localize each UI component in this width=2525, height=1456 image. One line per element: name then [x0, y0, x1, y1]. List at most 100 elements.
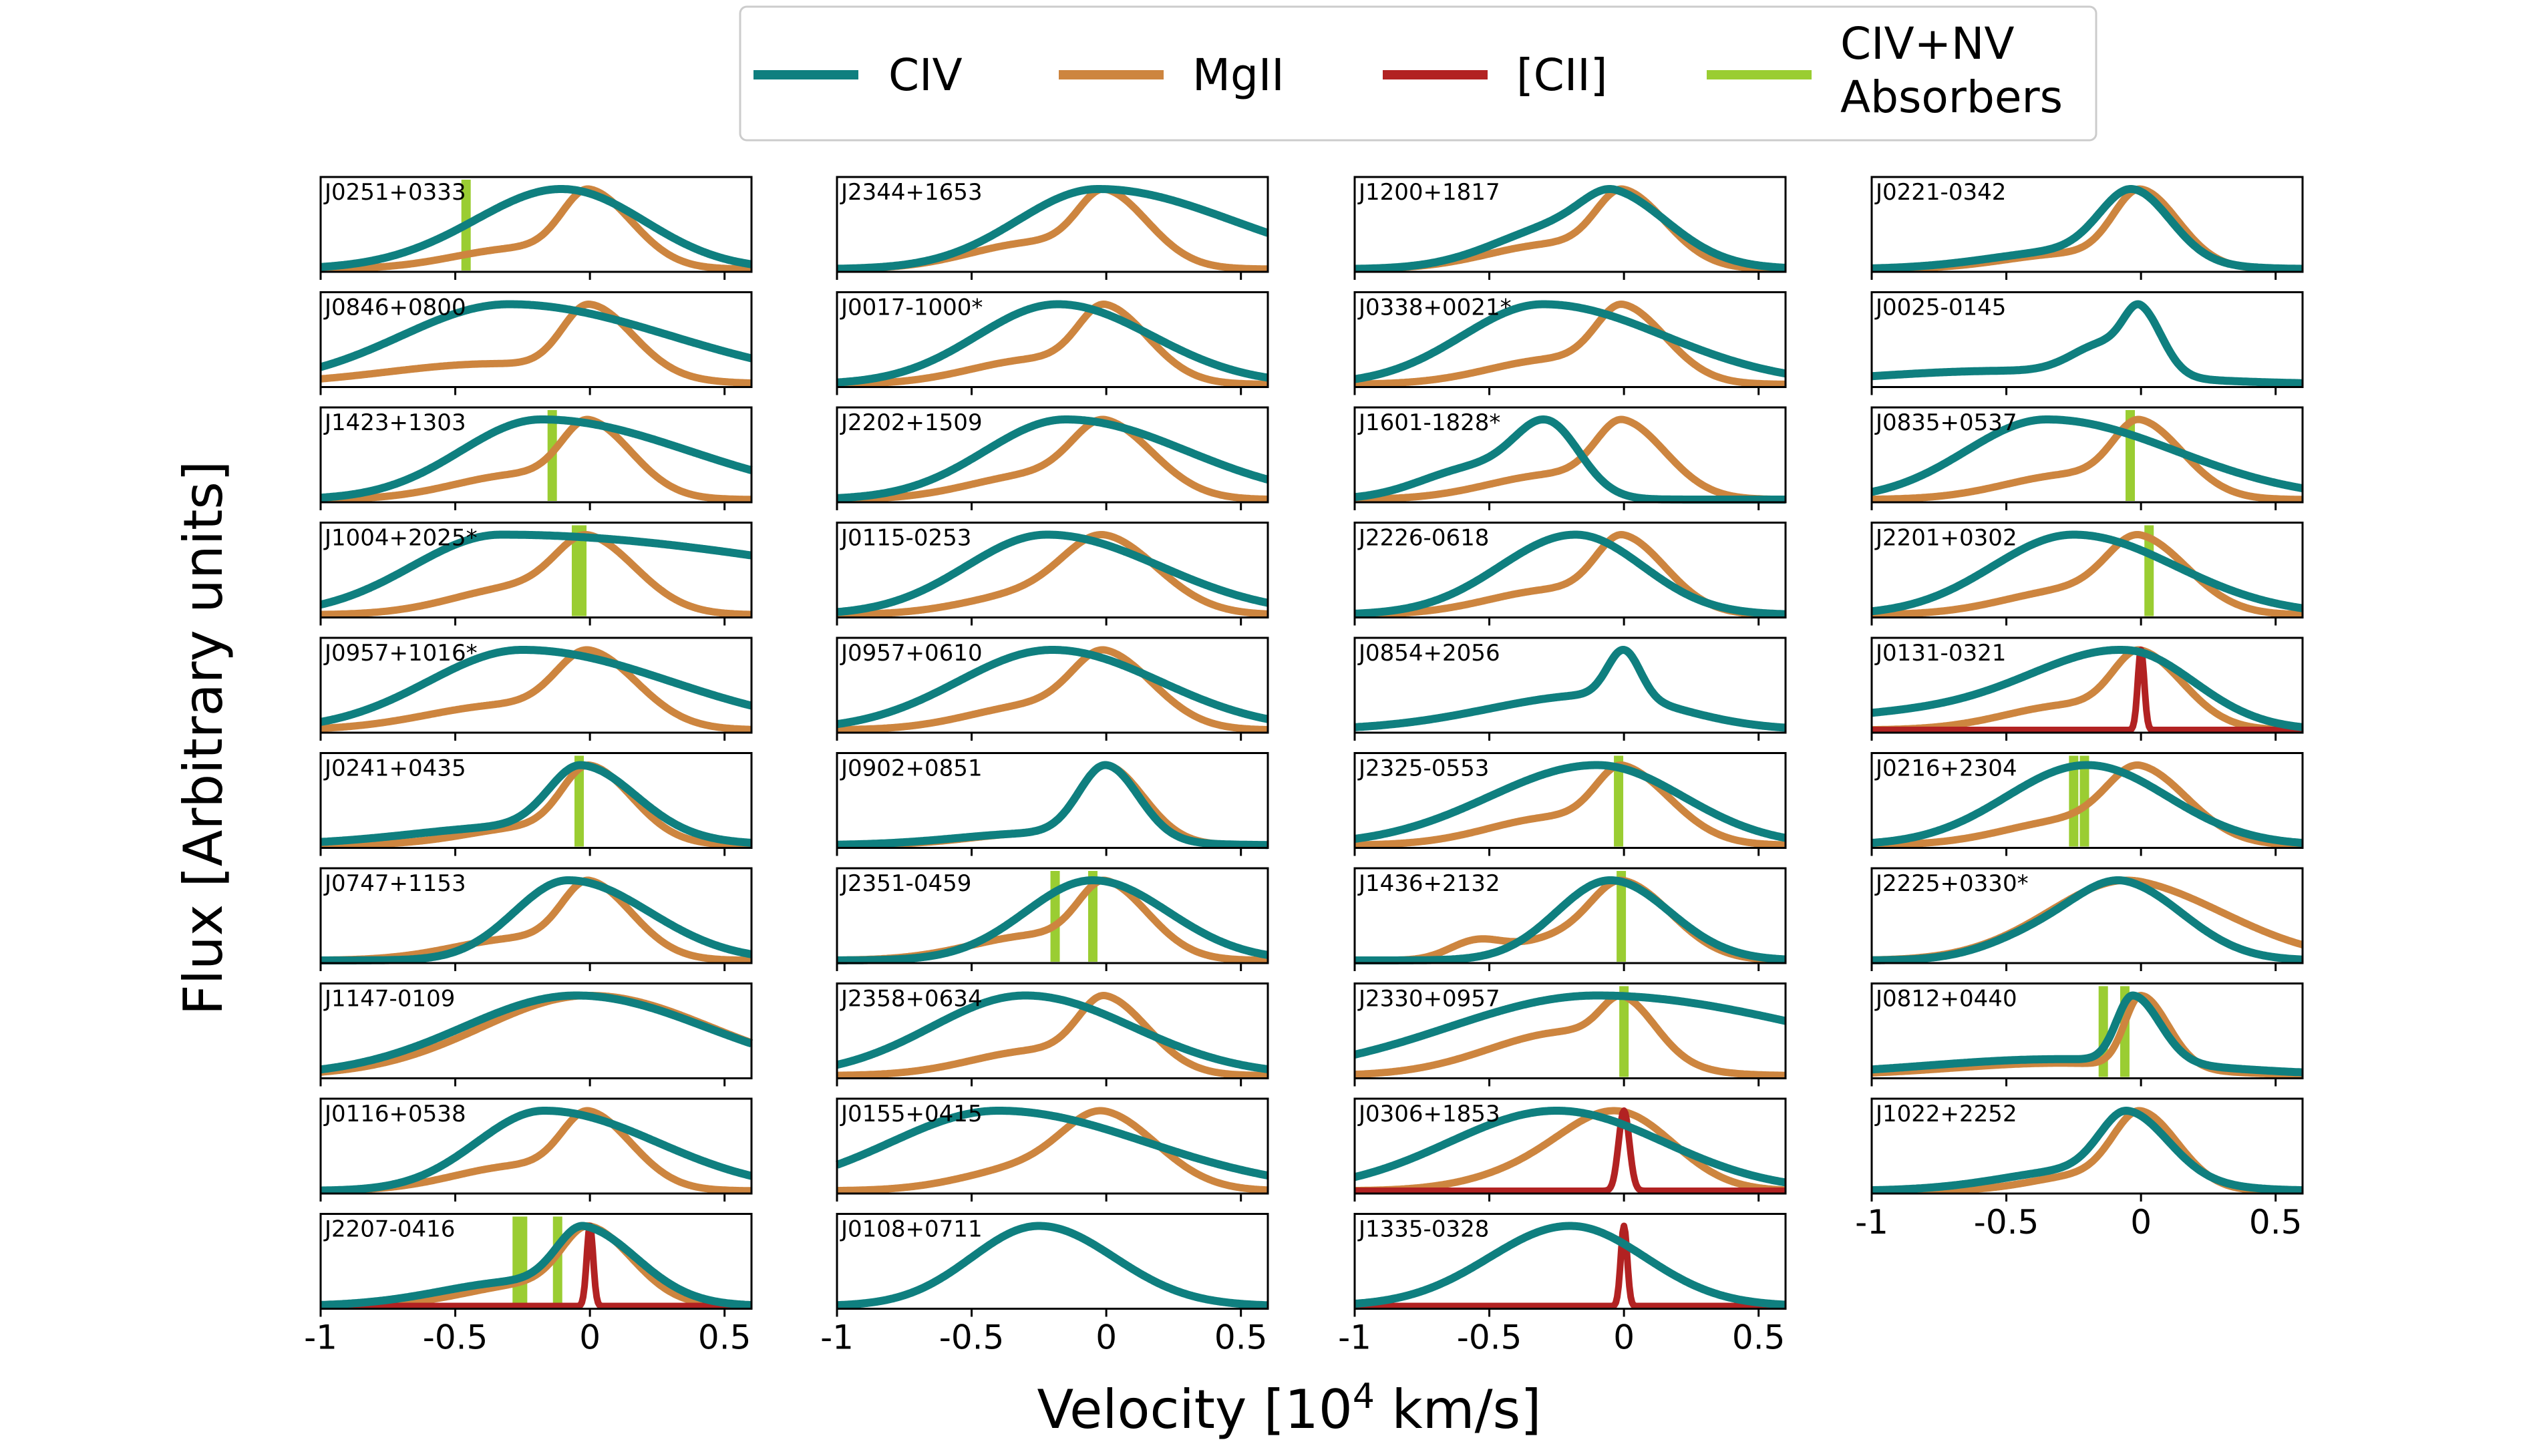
civ-line: [1352, 761, 1788, 843]
civ-line: [1869, 185, 2305, 273]
mgii-line: [318, 185, 754, 273]
x-tick-label: 0: [579, 1318, 601, 1357]
panel-label: J0747+1153: [323, 870, 466, 897]
panel-frame: [1870, 406, 2304, 504]
panel-label: J2325-0553: [1357, 755, 1489, 782]
panel-frame: [836, 1213, 1269, 1310]
mgii-line: [1352, 1107, 1788, 1195]
panel-J2325-0553: J2325-0553: [1352, 752, 1788, 856]
civ-line: [318, 530, 754, 609]
panel-label: J1335-0328: [1357, 1216, 1489, 1243]
panel-J0747+1153: J0747+1153: [318, 867, 754, 971]
civ-line: [1869, 991, 2305, 1077]
panel-label: J2201+0302: [1874, 525, 2017, 552]
panel-label: J0131-0321: [1874, 640, 2006, 667]
legend-label-absorbers-2: Absorbers: [1840, 71, 2063, 123]
panel-frame: [1353, 1213, 1787, 1310]
panel-J1423+1303: J1423+1303: [318, 406, 754, 510]
panel-J0835+0537: J0835+0537: [1869, 406, 2305, 510]
panel-J0846+0800: J0846+0800: [318, 291, 754, 395]
panel-label: J0854+2056: [1357, 640, 1500, 667]
x-tick-label: -1: [820, 1318, 854, 1357]
civ-line: [1352, 991, 1788, 1059]
panel-label: J2344+1653: [840, 179, 983, 206]
panel-J0216+2304: J0216+2304: [1869, 752, 2305, 856]
panel-label: J0846+0800: [323, 295, 466, 321]
x-tick-label: 0: [1613, 1318, 1635, 1357]
panel-frame: [319, 982, 753, 1079]
panel-label: J2226-0618: [1357, 525, 1489, 552]
x-tick-label: 0.5: [1214, 1318, 1268, 1357]
panel-frame: [1353, 982, 1787, 1079]
panel-label: J0812+0440: [1874, 986, 2017, 1013]
panel-label: J1004+2025*: [323, 525, 478, 552]
panel-J0017-1000*: J0017-1000*: [834, 291, 1271, 395]
panel-J2330+0957: J2330+0957: [1352, 982, 1788, 1087]
x-tick-label: -0.5: [423, 1318, 488, 1357]
panel-label: J0108+0711: [840, 1216, 983, 1243]
x-tick-label: -0.5: [1974, 1203, 2039, 1242]
civ-line: [1869, 1107, 2305, 1195]
civ-line: [834, 646, 1271, 729]
civ-line: [1352, 185, 1788, 273]
panel-frame: [1870, 636, 2304, 734]
panel-frame: [1353, 406, 1787, 504]
mgii-line: [318, 301, 754, 387]
panel-label: J2351-0459: [840, 870, 971, 897]
panel-J0812+0440: J0812+0440: [1869, 982, 2305, 1087]
panel-J1436+2132: J1436+2132: [1352, 867, 1788, 971]
civ-line: [1869, 530, 2305, 616]
panel-frame: [836, 752, 1269, 849]
legend-label-cii: [CII]: [1516, 49, 1608, 101]
panel-frame: [1353, 522, 1787, 618]
panel-frame: [319, 752, 753, 849]
panel-frame: [836, 867, 1269, 964]
panel-J0957+1016*: J0957+1016*: [318, 636, 754, 741]
panel-frame: [1870, 291, 2304, 388]
x-tick-label: -1: [304, 1318, 337, 1357]
mgii-line: [834, 531, 1271, 618]
panel-J2344+1653: J2344+1653: [834, 176, 1271, 280]
panel-J0957+0610: J0957+0610: [834, 636, 1271, 741]
civ-line: [318, 1222, 754, 1310]
civ-line: [1869, 300, 2305, 387]
mgii-line: [834, 301, 1271, 388]
x-tick-label: 0.5: [698, 1318, 751, 1357]
panel-label: J0902+0851: [840, 755, 983, 782]
panel-J0108+0711: J0108+0711 -1 -0.5 0 0.5: [820, 1213, 1271, 1357]
civ-line: [834, 185, 1271, 273]
panel-frame: [319, 867, 753, 964]
panel-frame: [1353, 752, 1787, 849]
civ-line: [1352, 876, 1788, 964]
y-axis-title: Flux [Arbitrary units]: [172, 461, 234, 1015]
panel-label: J1200+1817: [1357, 179, 1500, 206]
civ-line: [1352, 415, 1788, 504]
panel-label: J2330+0957: [1357, 986, 1500, 1013]
mgii-line: [1869, 646, 2305, 734]
panel-label: J1423+1303: [323, 409, 466, 436]
panel-label: J0115-0253: [840, 525, 971, 552]
civ-line: [834, 876, 1271, 964]
panel-J1601-1828*: J1601-1828*: [1352, 406, 1788, 510]
panel-frame: [1353, 867, 1787, 964]
panel-frame: [319, 636, 753, 734]
civ-line: [318, 761, 754, 847]
cii-line: [319, 1222, 753, 1310]
civ-line: [1352, 300, 1788, 383]
mgii-line: [318, 531, 754, 618]
panel-J2226-0618: J2226-0618: [1352, 522, 1788, 626]
panel-frame: [319, 176, 753, 273]
panel-label: J0221-0342: [1874, 179, 2006, 206]
cii-line: [1353, 1222, 1788, 1310]
panel-J0306+1853: J0306+1853: [1352, 1097, 1788, 1202]
panel-frame: [1353, 1097, 1787, 1195]
panel-J1004+2025*: J1004+2025*: [318, 522, 754, 626]
panel-label: J1022+2252: [1874, 1101, 2017, 1127]
panel-J0241+0435: J0241+0435: [318, 752, 754, 856]
panel-label: J0338+0021*: [1357, 295, 1512, 321]
legend-label-absorbers-1: CIV+NV: [1840, 18, 2015, 69]
panel-label: J1601-1828*: [1357, 409, 1500, 436]
x-tick-label: 0: [2130, 1203, 2152, 1242]
civ-line: [1869, 646, 2305, 731]
